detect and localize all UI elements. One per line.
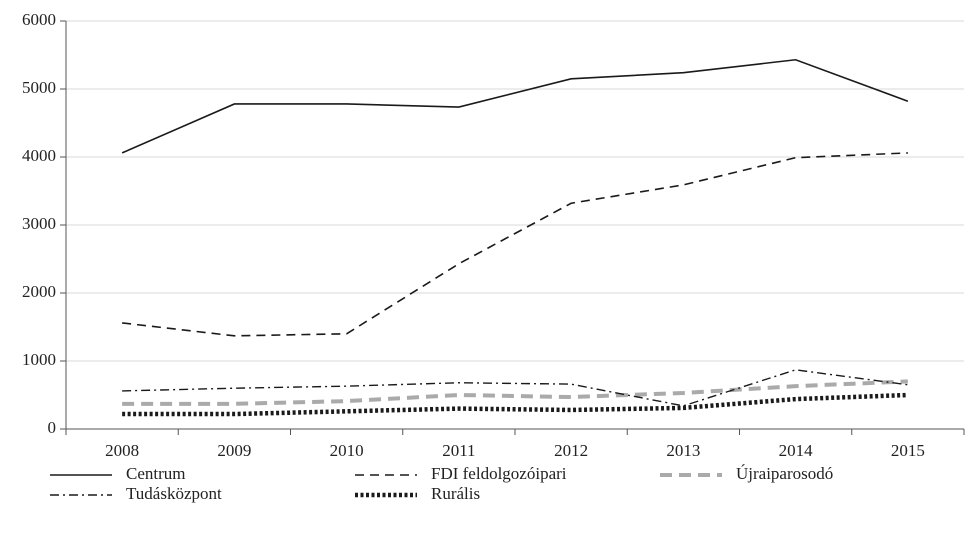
- x-tick-label: 2011: [442, 441, 475, 460]
- y-tick-label: 0: [48, 418, 57, 437]
- series-line: [121, 58, 909, 154]
- y-tick-label: 5000: [22, 78, 56, 97]
- series-line: [122, 392, 908, 417]
- y-tick-label: 1000: [22, 350, 56, 369]
- y-tick-label: 6000: [22, 10, 56, 29]
- x-tick-label: 2009: [217, 441, 251, 460]
- x-tick-label: 2013: [666, 441, 700, 460]
- x-tick-label: 2008: [105, 441, 139, 460]
- y-tick-label: 3000: [22, 214, 56, 233]
- legend-label: FDI feldolgozóipari: [431, 464, 567, 483]
- legend-label: Tudásközpont: [126, 484, 222, 503]
- series-line: [122, 152, 908, 337]
- legend-label: Centrum: [126, 464, 186, 483]
- x-tick-label: 2015: [891, 441, 925, 460]
- y-tick-label: 2000: [22, 282, 56, 301]
- x-tick-label: 2014: [779, 441, 814, 460]
- legend-label: Újraiparosodó: [736, 464, 833, 483]
- x-tick-label: 2012: [554, 441, 588, 460]
- x-tick-label: 2010: [330, 441, 364, 460]
- y-tick-label: 4000: [22, 146, 56, 165]
- series-line: [122, 379, 908, 406]
- legend-label: Rurális: [431, 484, 480, 503]
